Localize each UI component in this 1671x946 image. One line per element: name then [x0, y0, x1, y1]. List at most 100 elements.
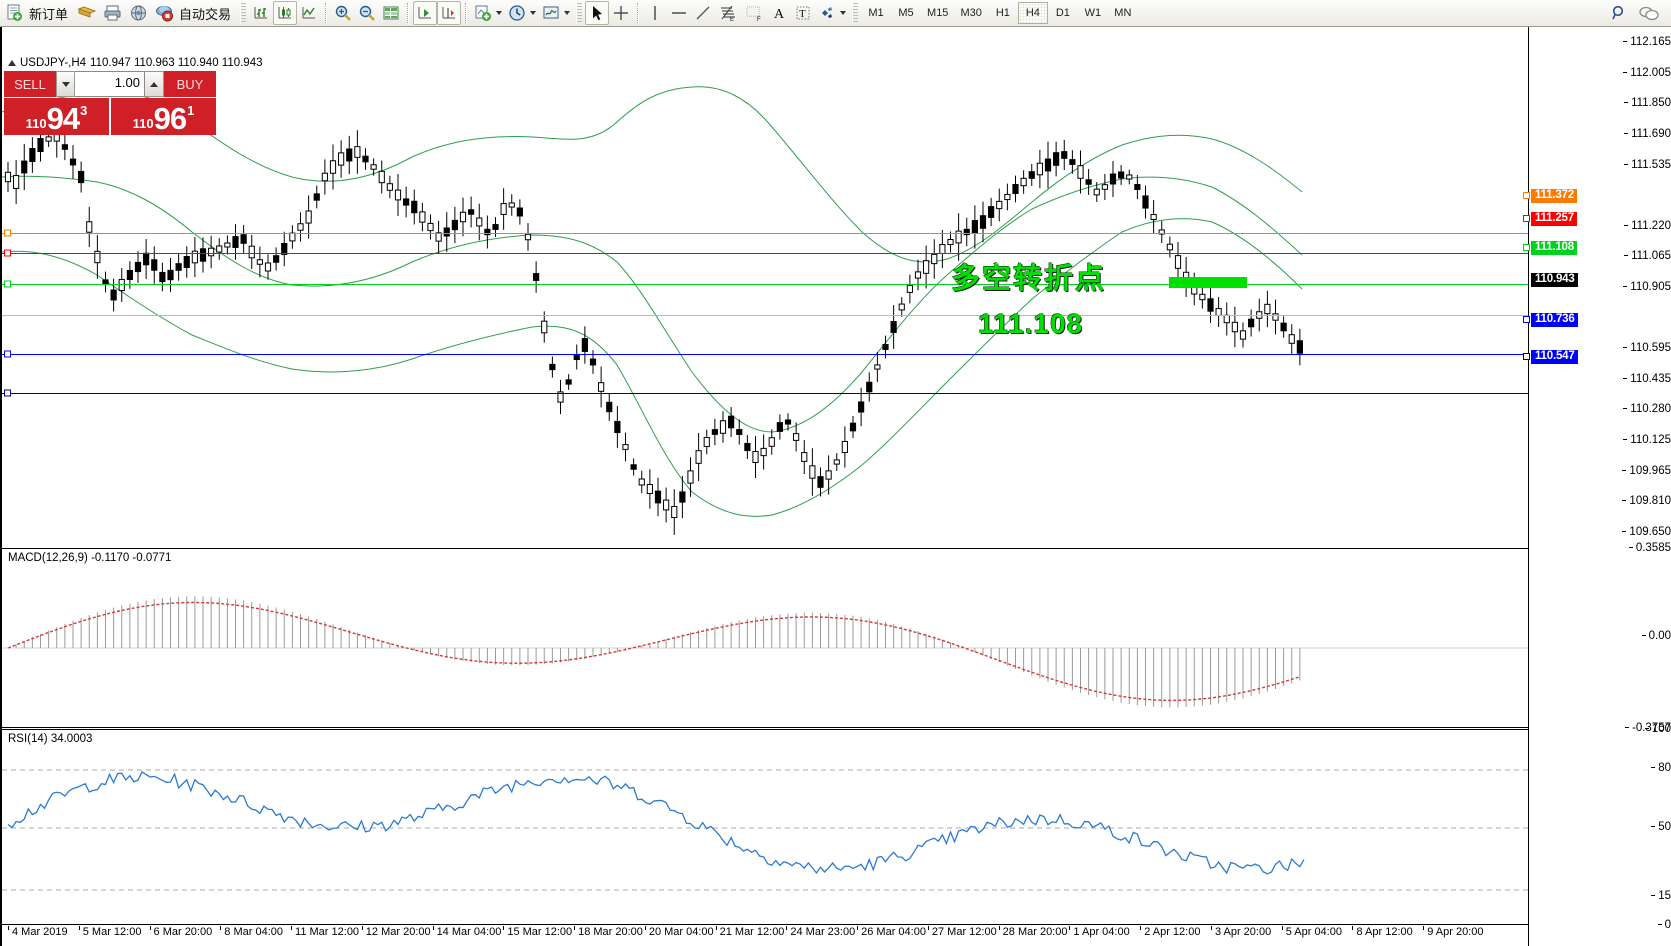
fibo-icon[interactable]: E: [715, 1, 741, 25]
price-tick: 110.125: [1623, 434, 1671, 445]
toolbar-grip-2[interactable]: [576, 3, 583, 23]
toolbar-grip[interactable]: [240, 3, 247, 23]
timeframe-h1[interactable]: H1: [995, 7, 1010, 19]
timeframe-mn[interactable]: MN: [1114, 7, 1132, 19]
price-label-110943[interactable]: 110.943: [1531, 273, 1578, 288]
search-icon[interactable]: [1607, 1, 1631, 25]
annotation-text[interactable]: 多空转折点: [951, 263, 1107, 295]
buy-button[interactable]: BUY: [164, 71, 216, 97]
time-tick: 4 Mar 2019: [8, 926, 68, 938]
candlestick-icon[interactable]: [273, 1, 298, 25]
rsi-pane[interactable]: RSI(14) 34.0003: [2, 729, 1528, 925]
label-icon[interactable]: T: [791, 1, 815, 25]
price-label-knob[interactable]: [1523, 192, 1530, 200]
time-tick: 2 Apr 12:00: [1140, 926, 1200, 938]
rsi-tick: 80: [1651, 762, 1671, 774]
time-tick: 26 Mar 04:00: [857, 926, 926, 938]
shapes-icon[interactable]: [815, 1, 849, 25]
cursor-icon[interactable]: [585, 1, 610, 25]
chevron-down-icon-3[interactable]: [564, 11, 571, 15]
hline-knob-111372[interactable]: [4, 229, 11, 237]
price-label-111372[interactable]: 111.372: [1531, 189, 1577, 204]
hline-knob-111108[interactable]: [4, 280, 11, 288]
chart-canvas-area[interactable]: 多空转折点 111.108 MACD(12,26,9) -0.1170 -0.0…: [0, 27, 1671, 946]
bar-chart-icon[interactable]: [249, 1, 273, 25]
folder-icon[interactable]: [74, 1, 100, 25]
printer-icon[interactable]: [100, 1, 126, 25]
price-label-110736[interactable]: 110.736: [1531, 313, 1578, 328]
price-label-111257[interactable]: 111.257: [1531, 211, 1577, 226]
price-label-111108[interactable]: 111.108: [1531, 240, 1577, 255]
trendline-icon[interactable]: [691, 1, 715, 25]
annotation-value[interactable]: 111.108: [978, 308, 1084, 339]
time-tick: 18 Mar 20:00: [574, 926, 643, 938]
autotrading-button[interactable]: 自动交易: [152, 1, 237, 25]
hline-110547[interactable]: [2, 393, 1528, 394]
chevron-down-icon[interactable]: [496, 11, 503, 15]
templates-icon[interactable]: [539, 1, 573, 25]
timeframe-m5[interactable]: M5: [898, 7, 914, 19]
buy-price-box[interactable]: 110 96 1: [111, 98, 216, 135]
time-tick: 5 Mar 12:00: [78, 926, 141, 938]
price-label-knob[interactable]: [1523, 214, 1530, 222]
price-axis[interactable]: 112.165 112.005 111.850 111.690 111.535 111.2…: [1523, 27, 1671, 946]
vline-icon[interactable]: [643, 1, 667, 25]
time-tick: 12 Mar 20:00: [361, 926, 431, 938]
price-tick: 110.280: [1623, 404, 1671, 415]
time-tick: 27 Mar 12:00: [927, 926, 997, 938]
period-icon[interactable]: [505, 1, 539, 25]
timeframe-m30[interactable]: M30: [960, 7, 982, 19]
hline-111372[interactable]: [2, 233, 1528, 234]
toolbar-separator-2: [407, 3, 410, 23]
crosshair-icon[interactable]: [609, 1, 633, 25]
svg-text:E: E: [730, 17, 734, 22]
highlight-rectangle[interactable]: [1169, 277, 1247, 288]
zoom-out-icon[interactable]: [355, 1, 379, 25]
volume-input[interactable]: 1.00: [75, 71, 145, 97]
globe-icon[interactable]: [126, 1, 152, 25]
hline-111108[interactable]: [2, 284, 1528, 285]
data-window-icon[interactable]: [379, 1, 403, 25]
zoom-in-icon[interactable]: [331, 1, 355, 25]
price-label-knob[interactable]: [1523, 353, 1530, 361]
chevron-down-icon-2[interactable]: [530, 11, 537, 15]
toolbar-grip-3[interactable]: [852, 3, 859, 23]
sell-price-box[interactable]: 110 94 3: [4, 98, 109, 135]
indicators-icon[interactable]: [471, 1, 505, 25]
shift-end-icon[interactable]: [413, 1, 438, 25]
hline-knob-110547[interactable]: [4, 389, 11, 397]
timeframe-h4[interactable]: H4: [1017, 2, 1048, 24]
timeframe-w1[interactable]: W1: [1084, 7, 1102, 19]
new-order-button[interactable]: 新订单: [2, 1, 74, 25]
hline-knob-110736[interactable]: [4, 350, 11, 358]
hline-110736[interactable]: [2, 354, 1528, 355]
price-label-110547[interactable]: 110.547: [1531, 350, 1578, 365]
time-axis[interactable]: 4 Mar 2019 5 Mar 12:00 6 Mar 20:00 8 Mar 04…: [2, 926, 1528, 946]
time-tick: 9 Apr 20:00: [1423, 926, 1484, 938]
timeframe-m1[interactable]: M1: [868, 7, 884, 19]
one-click-trading-panel[interactable]: SELL 1.00 BUY 110 94 3 110 96 1: [4, 71, 216, 135]
fibo-fan-icon[interactable]: F: [741, 1, 767, 25]
price-pane[interactable]: 多空转折点 111.108: [2, 27, 1528, 546]
timeframe-d1[interactable]: D1: [1055, 7, 1070, 19]
expand-triangle-icon[interactable]: [8, 60, 16, 66]
hline-knob-111257[interactable]: [4, 249, 11, 257]
price-label-knob[interactable]: [1523, 243, 1530, 251]
text-icon[interactable]: A: [767, 1, 791, 25]
sell-button[interactable]: SELL: [4, 71, 56, 97]
volume-control[interactable]: 1.00: [56, 71, 164, 97]
chevron-down-icon-4[interactable]: [840, 11, 847, 15]
hline-111257[interactable]: [2, 253, 1528, 254]
auto-scroll-icon[interactable]: [437, 1, 462, 25]
macd-label: MACD(12,26,9) -0.1170 -0.0771: [8, 552, 172, 564]
time-tick: 11 Mar 12:00: [291, 926, 359, 938]
timeframe-m15[interactable]: M15: [927, 7, 949, 19]
volume-dropdown-button[interactable]: [56, 71, 75, 97]
chat-icon[interactable]: [1635, 1, 1663, 25]
macd-pane[interactable]: MACD(12,26,9) -0.1170 -0.0771: [2, 548, 1528, 728]
price-label-knob[interactable]: [1523, 316, 1530, 324]
rsi-tick: 15: [1651, 890, 1671, 901]
volume-increase-button[interactable]: [145, 71, 164, 97]
hline-icon[interactable]: [667, 1, 691, 25]
line-chart-icon[interactable]: [297, 1, 321, 25]
